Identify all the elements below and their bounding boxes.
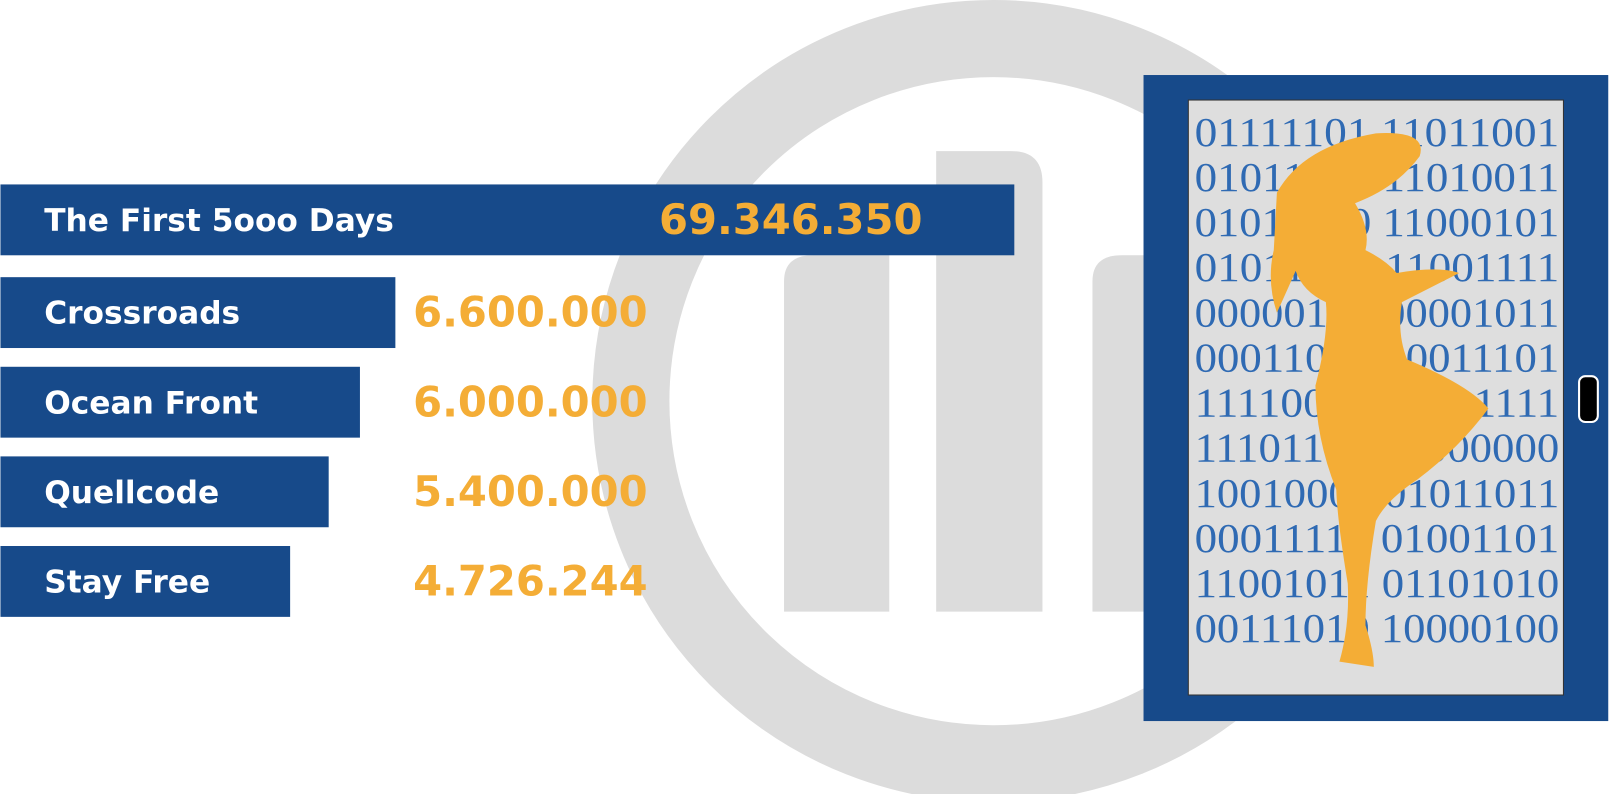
bar bbox=[0, 546, 291, 617]
bar bbox=[0, 366, 360, 438]
bar-list: The First 5ooo Days 69.346.350 Crossroads 6… bbox=[0, 184, 1015, 617]
bar bbox=[0, 277, 396, 349]
bar-value: 69.346.350 bbox=[659, 195, 923, 244]
bar-value: 6.600.000 bbox=[413, 288, 648, 337]
bar-value: 5.400.000 bbox=[413, 467, 648, 516]
logo-bar bbox=[784, 255, 890, 612]
binary-row: 01011010 11000101 bbox=[1195, 200, 1560, 246]
bar-label: The First 5ooo Days bbox=[44, 203, 394, 239]
binary-row: 11001011 01101010 bbox=[1195, 561, 1560, 607]
bar bbox=[0, 456, 329, 528]
tablet-button bbox=[1578, 375, 1599, 424]
logo-bar bbox=[1092, 255, 1147, 612]
bar-label: Quellcode bbox=[44, 475, 219, 511]
binary-row: 00011110 01001101 bbox=[1195, 516, 1560, 562]
logo-bar bbox=[936, 151, 1043, 612]
bar-label: Stay Free bbox=[44, 565, 210, 601]
silhouette bbox=[1270, 133, 1489, 667]
binary-row: 00111010 10000100 bbox=[1195, 606, 1560, 652]
bar-label: Crossroads bbox=[44, 296, 240, 332]
bar-label: Ocean Front bbox=[44, 385, 258, 421]
bar-value: 4.726.244 bbox=[413, 557, 648, 606]
bar bbox=[0, 184, 1015, 256]
bar-value: 6.000.000 bbox=[413, 377, 648, 426]
